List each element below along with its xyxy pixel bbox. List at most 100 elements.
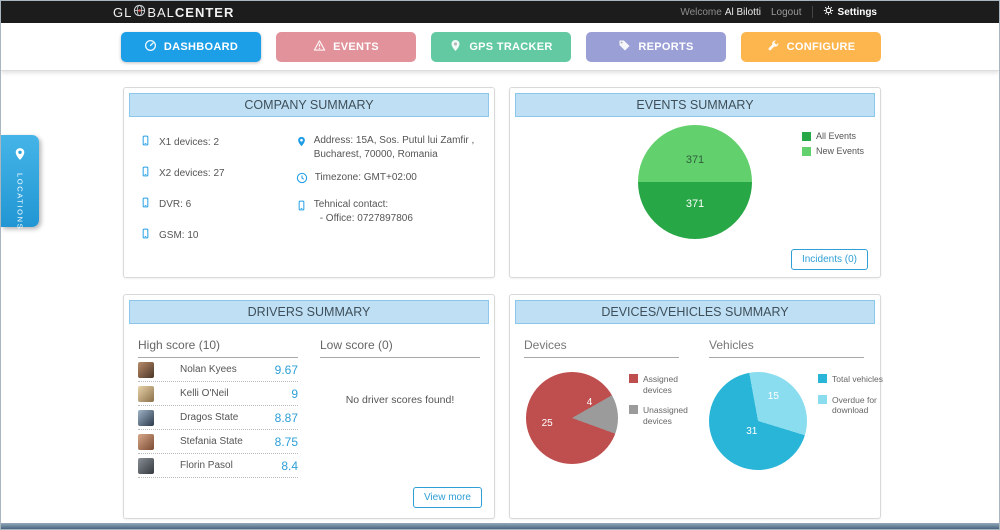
address-text: Address: 15A, Sos. Putul lui Zamfir , Bu… [313,135,475,160]
drivers-summary-title: DRIVERS SUMMARY [129,300,489,324]
mobile-device-icon [140,134,151,152]
low-score-column: Low score (0) No driver scores found! [320,331,480,516]
driver-avatar [138,361,154,378]
gear-icon [823,5,834,19]
events-legend: All Events New Events [801,131,864,156]
legend-item-new-events: New Events [801,146,864,156]
address-block: Address: 15A, Sos. Putul lui Zamfir , Bu… [296,134,486,162]
legend-label: Unassigned devices [643,405,688,426]
legend-item-all-events: All Events [801,131,864,141]
driver-row: Nolan Kyees 9.67 [138,358,298,382]
top-bar-right: Welcome Al Bilotti Logout Settings [680,5,877,19]
legend-swatch [801,146,811,156]
driver-name: Stefania State [180,436,243,447]
mobile-device-icon [140,165,151,183]
settings-button[interactable]: Settings [823,5,877,19]
company-summary-body: X1 devices: 2 X2 devices: 27 DVR: 6 GSM:… [124,122,494,245]
logo-text-gl: GL [113,4,133,20]
timezone-text: Timezone: GMT+02:00 [314,172,417,183]
driver-score: 8.87 [274,410,298,425]
panel-drivers-summary: DRIVERS SUMMARY High score (10) Nolan Ky… [123,294,495,519]
unassigned-devices-count: 4 [586,396,593,408]
devices-legend: Assigned devices Unassigned devices [629,374,701,464]
low-score-header: Low score (0) [320,331,480,358]
legend-label: All Events [815,131,856,141]
view-more-button[interactable]: View more [412,487,482,508]
warning-triangle-icon [313,39,326,55]
locations-tab[interactable]: LOCATIONS [1,135,39,231]
driver-score: 9 [291,386,298,401]
welcome-text: Welcome Al Bilotti [680,6,761,18]
company-device-counts: X1 devices: 2 X2 devices: 27 DVR: 6 GSM:… [140,134,296,245]
wrench-icon [767,39,780,55]
device-count-item: X1 devices: 2 [140,134,296,152]
vehicles-legend: Total vehicles Overdue for download [818,374,890,470]
legend-label: New Events [815,146,864,156]
assigned-devices-count: 25 [541,418,553,429]
driver-avatar [138,385,154,402]
logout-link[interactable]: Logout [770,6,802,18]
events-summary-title: EVENTS SUMMARY [515,93,875,117]
tag-icon [618,39,631,55]
legend-item-unassigned: Unassigned devices [629,405,701,426]
mobile-device-icon [140,196,151,214]
phone-icon [296,198,307,217]
nav-button-events[interactable]: EVENTS [276,31,416,62]
panel-company-summary: COMPANY SUMMARY X1 devices: 2 X2 devices… [123,87,495,278]
legend-swatch [629,374,638,383]
device-count-item: DVR: 6 [140,196,296,214]
nav-button-gps-tracker[interactable]: GPS TRACKER [431,31,571,62]
driver-name: Dragos State [180,412,239,423]
driver-avatar [138,409,154,426]
vehicles-chart-row: 31 15 Total vehicles Overdue for downloa… [709,372,883,470]
devices-chart-row: 25 4 Assigned devices Unassigned devices [524,372,689,464]
legend-item-overdue: Overdue for download [818,394,890,416]
device-count-label: DVR: 6 [159,199,192,210]
nav-bar: DASHBOARD EVENTS GPS TRACKER REPORTS CON… [1,23,999,71]
panel-events-summary: EVENTS SUMMARY All Events New Events 371… [509,87,881,278]
events-new-count: 371 [685,153,705,166]
nav-label-gps-tracker: GPS TRACKER [469,40,553,53]
drivers-summary-body: High score (10) Nolan Kyees 9.67 Kelli O… [124,329,494,516]
driver-row: Florin Pasol 8.4 [138,454,298,478]
dashboard-gauge-icon [144,39,157,55]
high-score-column: High score (10) Nolan Kyees 9.67 Kelli O… [138,331,298,516]
device-count-label: X1 devices: 2 [159,137,220,148]
nav-button-dashboard[interactable]: DASHBOARD [121,31,261,62]
driver-row: Dragos State 8.87 [138,406,298,430]
topbar-separator [811,6,813,18]
devices-section: Devices 25 4 Assigned devices [510,329,695,518]
company-info: Address: 15A, Sos. Putul lui Zamfir , Bu… [296,134,486,245]
nav-button-reports[interactable]: REPORTS [586,31,726,62]
device-count-item: X2 devices: 27 [140,165,296,183]
device-count-item: GSM: 10 [140,227,296,245]
device-count-label: X2 devices: 27 [159,168,225,179]
company-summary-title: COMPANY SUMMARY [129,93,489,117]
events-pie-chart[interactable]: 371 371 [638,125,752,239]
footer-strip [1,523,999,529]
incidents-button[interactable]: Incidents (0) [790,249,868,270]
driver-score: 8.75 [274,434,298,449]
legend-swatch [801,131,811,141]
nav-label-reports: REPORTS [638,40,694,53]
nav-button-configure[interactable]: CONFIGURE [741,31,881,62]
devices-pie-chart[interactable]: 25 4 [526,372,618,464]
vehicles-pie-chart[interactable]: 31 15 [709,372,807,470]
mobile-device-icon [140,227,151,245]
total-vehicles-count: 31 [746,425,758,437]
devices-vehicles-title: DEVICES/VEHICLES SUMMARY [515,300,875,324]
legend-swatch [629,405,638,415]
driver-row: Stefania State 8.75 [138,430,298,454]
nav-label-events: EVENTS [333,40,379,53]
driver-name: Kelli O'Neil [180,388,229,399]
legend-item-total-vehicles: Total vehicles [818,374,890,385]
events-summary-body: All Events New Events 371 371 Incidents … [510,125,880,280]
contact-text: Tehnical contact: - Office: 0727897806 [313,199,413,224]
locations-tab-label: LOCATIONS [15,173,25,231]
device-count-label: GSM: 10 [159,230,199,241]
nav-label-configure: CONFIGURE [786,40,856,53]
legend-label: Overdue for download [832,394,877,416]
content-area: LOCATIONS COMPANY SUMMARY X1 devices: 2 … [1,71,999,523]
top-bar: GL BAL CENTER Welcome Al Bilotti Logout S… [1,1,999,23]
overdue-vehicles-count: 15 [767,390,779,402]
